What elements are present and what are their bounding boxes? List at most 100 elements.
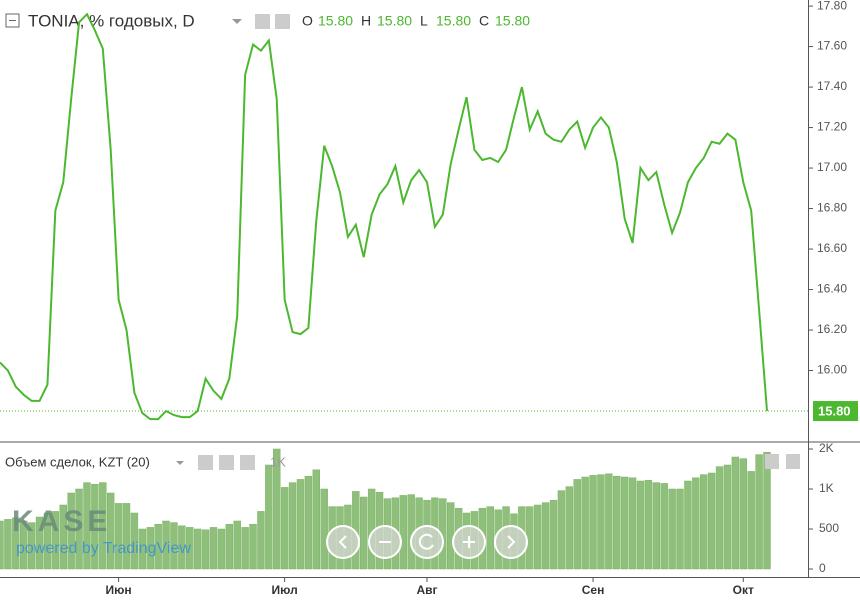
volume-bar: [35, 516, 44, 570]
volume-bar: [138, 528, 147, 570]
volume-bar: [723, 464, 732, 570]
volume-bars: [0, 448, 771, 570]
nav-icons: [338, 533, 516, 550]
volume-bar: [668, 488, 676, 570]
y-tick-label: 16.00: [817, 363, 847, 377]
volume-bar: [265, 464, 273, 570]
volume-bar: [304, 475, 313, 570]
pane-down-icon[interactable]: [786, 454, 800, 469]
volume-bar: [0, 520, 4, 570]
volume-bar: [549, 499, 558, 570]
y-tick-label: 16.80: [817, 201, 847, 215]
volume-bar: [597, 474, 605, 570]
ohlc-label: L: [420, 13, 428, 29]
watermark-logo: KASE: [12, 505, 111, 538]
y-tick-label: 17.40: [817, 79, 847, 93]
volume-bar: [27, 522, 36, 570]
volume-bar: [122, 503, 131, 570]
volume-bar: [114, 503, 123, 570]
volume-bar: [620, 476, 629, 570]
volume-bar: [700, 474, 708, 570]
volume-bar: [541, 502, 550, 570]
ohlc-legend: O 15.80 H 15.80 L 15.80 C 15.80: [302, 13, 530, 29]
volume-bar: [747, 471, 755, 570]
volume-bar: [162, 520, 170, 570]
y-tick-label: 17.20: [817, 120, 847, 134]
volume-bar: [288, 482, 297, 570]
y-tick-label: 16.40: [817, 282, 847, 296]
ohlc-label: H: [361, 13, 371, 29]
volume-bar: [581, 476, 589, 570]
ohlc-label: C: [479, 13, 489, 29]
volume-bar: [636, 480, 645, 570]
volume-bar: [447, 502, 455, 570]
y-tick-label: 2K: [819, 441, 834, 455]
x-tick-label: Сен: [582, 583, 605, 597]
collapse-icon[interactable]: [5, 13, 20, 28]
y-tick-label: 16.60: [817, 241, 847, 255]
volume-bar: [201, 529, 210, 570]
volume-bar: [257, 511, 265, 570]
pane-up-icon[interactable]: [765, 454, 779, 469]
ohlc-value: 15.80: [495, 13, 530, 29]
settings-icon[interactable]: [275, 14, 290, 29]
eye-icon[interactable]: [255, 14, 270, 29]
volume-bar: [399, 495, 407, 570]
scroll-left-button[interactable]: [326, 525, 360, 559]
ohlc-label: O: [302, 13, 313, 29]
y-tick-label: 1K: [819, 481, 834, 495]
volume-bar: [4, 519, 12, 570]
ohlc-value: 15.80: [436, 13, 471, 29]
volume-close-icon[interactable]: [240, 455, 255, 470]
volume-dropdown[interactable]: [176, 461, 184, 465]
y-tick-label: 500: [819, 521, 839, 535]
volume-bar: [573, 479, 581, 570]
volume-bar: [91, 483, 99, 570]
y-tick-label: 17.60: [817, 39, 847, 53]
price-line: [0, 12, 768, 421]
volume-bar: [565, 486, 574, 570]
volume-bar: [193, 528, 202, 570]
volume-bar: [130, 512, 139, 570]
ohlc-value: 15.80: [377, 13, 412, 29]
volume-bar: [249, 523, 257, 570]
volume-bar: [660, 483, 668, 570]
ohlc-value: 15.80: [318, 13, 353, 29]
y-tick-label: 16.20: [817, 322, 847, 336]
volume-bar: [360, 496, 368, 570]
volume-bar: [731, 456, 740, 570]
volume-bar: [75, 488, 83, 570]
volume-bar: [67, 492, 75, 570]
volume-bar: [280, 487, 289, 570]
volume-bar: [707, 472, 716, 570]
scroll-right-button[interactable]: [494, 525, 528, 559]
volume-bar: [486, 506, 494, 570]
volume-bar: [178, 525, 186, 570]
volume-bar: [652, 482, 661, 570]
volume-eye-icon[interactable]: [198, 455, 213, 470]
volume-bar: [589, 475, 597, 570]
x-tick-label: Июн: [106, 583, 132, 597]
volume-bar: [628, 477, 637, 570]
volume-bar: [20, 520, 28, 570]
y-tick-label: 17.80: [817, 0, 847, 12]
volume-bar: [106, 492, 115, 570]
volume-bar: [763, 451, 771, 570]
volume-bar: [755, 454, 763, 570]
volume-bar: [241, 527, 249, 570]
nav-buttons[interactable]: [326, 525, 528, 559]
x-tick-label: Июл: [272, 583, 298, 597]
reset-button[interactable]: [410, 525, 444, 559]
volume-bar: [320, 488, 328, 570]
volume-bar: [225, 523, 234, 570]
volume-bar: [613, 475, 621, 570]
watermark-tagline: powered by TradingView: [16, 540, 191, 557]
volume-bar: [154, 523, 162, 570]
title-dropdown[interactable]: [232, 19, 242, 24]
x-tick-label: Авг: [416, 583, 437, 597]
volume-bar: [12, 517, 20, 570]
volume-bar: [209, 527, 218, 570]
last-value-label: 15.80: [818, 403, 851, 418]
volume-settings-icon[interactable]: [219, 455, 234, 470]
